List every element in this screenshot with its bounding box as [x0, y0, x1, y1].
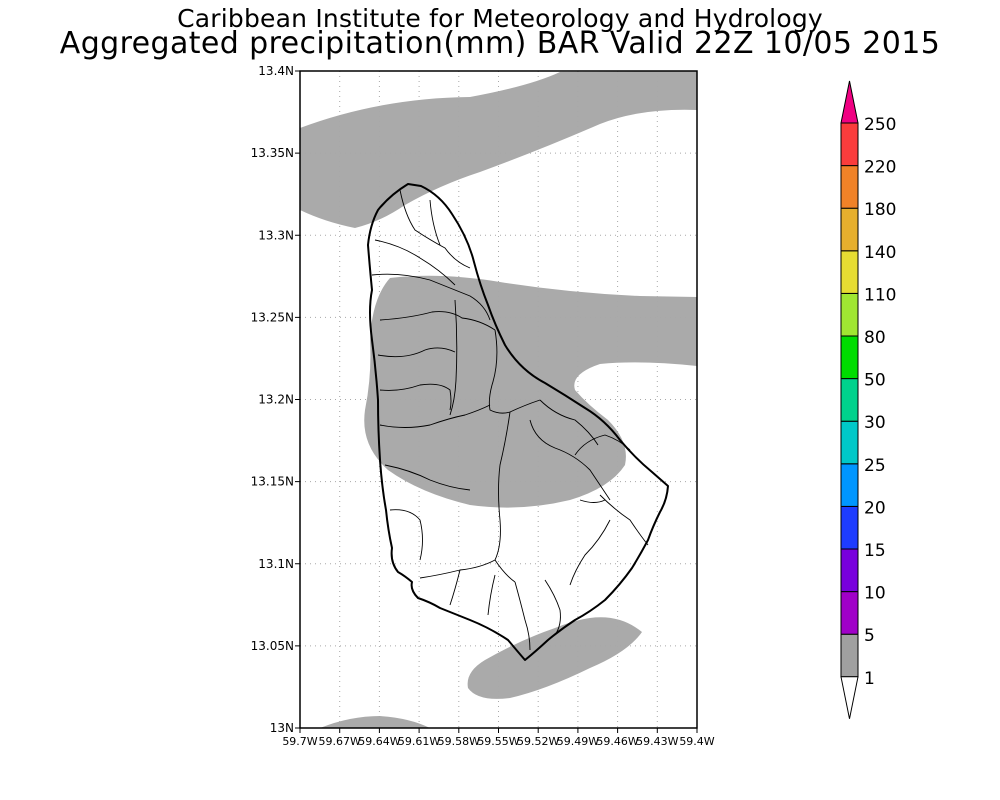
colorbar-label: 180: [864, 200, 896, 220]
boundary-line: [544, 579, 561, 636]
boundary-line: [514, 581, 531, 651]
boundary-line: [449, 299, 458, 416]
boundary-line: [399, 189, 471, 269]
chart-title-line1: Caribbean Institute for Meteorology and …: [177, 4, 823, 33]
x-tick-label: 59.4W: [679, 735, 714, 748]
coastline: [367, 183, 669, 661]
y-tick-label: 13.3N: [258, 228, 294, 242]
boundary-line: [579, 499, 606, 503]
colorbar-label: 25: [864, 456, 886, 476]
colorbar-bottom-arrow: [840, 676, 859, 719]
colorbar-segment: [840, 420, 859, 465]
x-tick-label: 59.55W: [477, 735, 519, 748]
gridlines: [300, 71, 697, 728]
x-tick-label: 59.58W: [438, 735, 480, 748]
y-tick-label: 13.05N: [251, 639, 294, 653]
boundary-line: [384, 464, 471, 491]
boundary-line: [419, 559, 516, 583]
boundary-line: [539, 399, 599, 446]
boundary-line: [374, 239, 456, 286]
colorbar-label: 1: [864, 669, 875, 689]
precip-region-south: [467, 617, 642, 699]
colorbar-label: 30: [864, 413, 886, 433]
colorbar-label: 250: [864, 115, 896, 135]
x-tick-label: 59.43W: [636, 735, 678, 748]
x-tick-label: 59.52W: [517, 735, 559, 748]
island-barbados: [367, 183, 669, 661]
colorbar-label: 15: [864, 541, 886, 561]
colorbar-label: 110: [864, 285, 896, 305]
chart-title-line2: Aggregated precipitation(mm) BAR Valid 2…: [59, 26, 941, 61]
boundary-line: [487, 574, 496, 616]
x-tick-label: 59.49W: [557, 735, 599, 748]
colorbar-segment: [840, 633, 859, 678]
y-tick-label: 13.15N: [251, 475, 294, 489]
colorbar-top-arrow: [840, 80, 859, 124]
colorbar-label: 220: [864, 158, 896, 178]
colorbar-label: 20: [864, 498, 886, 518]
boundary-line: [488, 329, 541, 414]
x-tick-label: 59.61W: [398, 735, 440, 748]
x-tick-label: 59.7W: [282, 735, 317, 748]
boundary-line: [569, 519, 611, 586]
x-tick-label: 59.67W: [319, 735, 361, 748]
boundary-line: [494, 411, 511, 561]
colorbar-segment: [840, 505, 859, 550]
interior-boundaries: [371, 189, 649, 651]
colorbar-segment: [840, 548, 859, 593]
colorbar-segment: [840, 250, 859, 294]
y-axis: 13.4N 13.35N 13.3N 13.25N 13.2N 13.15N 13.1N 13…: [251, 64, 300, 735]
y-tick-label: 13.4N: [258, 64, 294, 78]
boundary-line: [377, 347, 456, 358]
x-axis: 59.7W 59.67W59.64W59.61W59.58W59.55W59.52…: [282, 728, 715, 748]
boundary-line: [599, 494, 649, 546]
colorbar-segment: [840, 165, 859, 209]
boundary-line: [449, 569, 461, 606]
colorbar-segment: [840, 335, 859, 380]
colorbar-label: 5: [864, 626, 875, 646]
boundary-line: [529, 419, 611, 501]
boundary-line: [429, 199, 441, 246]
colorbar-segment: [840, 378, 859, 422]
y-tick-label: 13.1N: [258, 557, 294, 571]
boundary-line: [379, 404, 491, 428]
y-tick-label: 13.35N: [251, 146, 294, 160]
precip-region-central: [364, 275, 697, 508]
colorbar-segment: [840, 207, 859, 252]
boundary-line: [379, 311, 496, 331]
boundary-line: [389, 509, 423, 561]
precip-region-southwest: [320, 716, 430, 728]
colorbar-segment: [840, 591, 859, 635]
colorbar-label: 80: [864, 328, 886, 348]
x-tick-label: 59.46W: [596, 735, 638, 748]
boundary-line: [371, 273, 491, 321]
boundary-line: [574, 434, 631, 456]
colorbar-label: 10: [864, 584, 886, 604]
colorbar-segment: [840, 292, 859, 337]
colorbar-label: 140: [864, 243, 896, 263]
y-tick-label: 13.2N: [258, 393, 294, 407]
y-tick-label: 13N: [270, 721, 294, 735]
colorbar-segment: [840, 122, 859, 167]
y-tick-label: 13.25N: [251, 310, 294, 324]
boundary-line: [379, 383, 452, 411]
colorbar-segment: [840, 463, 859, 507]
x-tick-label: 59.64W: [358, 735, 400, 748]
colorbar-label: 50: [864, 371, 886, 391]
